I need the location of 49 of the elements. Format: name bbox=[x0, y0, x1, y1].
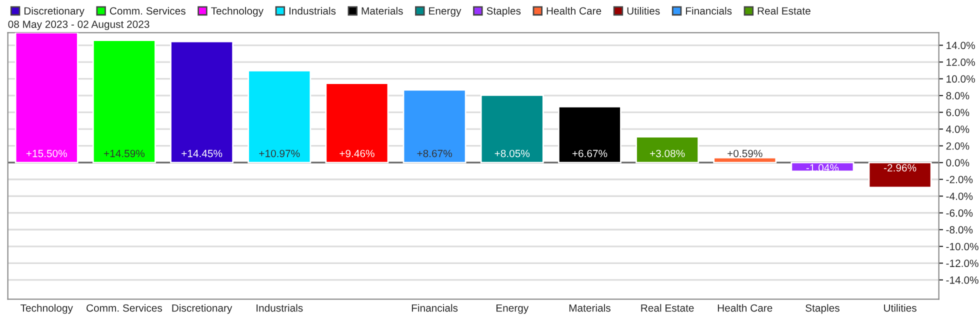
legend-label: Health Care bbox=[546, 6, 602, 15]
y-tick-label: 8.0% bbox=[946, 92, 970, 100]
x-tick-label: Discretionary bbox=[172, 304, 232, 314]
x-tick-label: Utilities bbox=[884, 304, 916, 312]
y-tick-label: 14.0% bbox=[946, 42, 975, 50]
legend-label: Industrials bbox=[289, 6, 336, 15]
chart-subtitle: 08 May 2023 - 02 August 2023 bbox=[8, 20, 150, 30]
y-tick-label: -2.0% bbox=[946, 176, 973, 184]
y-tick-label: 12.0% bbox=[946, 58, 975, 66]
data-label: +0.59% bbox=[728, 150, 762, 158]
x-tick-label: Energy bbox=[496, 304, 529, 314]
y-tick-label: -10.0% bbox=[946, 242, 978, 250]
data-label: +6.67% bbox=[572, 150, 608, 158]
data-label: +14.59% bbox=[104, 150, 145, 158]
data-label: +15.50% bbox=[26, 150, 67, 158]
x-tick-label: Industrials bbox=[256, 304, 303, 312]
legend-label: Discretionary bbox=[24, 6, 84, 17]
data-label: +8.05% bbox=[494, 150, 530, 158]
legend-label: Energy bbox=[429, 7, 462, 17]
y-tick-label: -8.0% bbox=[946, 226, 973, 234]
y-tick-label: -4.0% bbox=[946, 192, 973, 200]
x-tick-label: Staples bbox=[806, 304, 840, 314]
x-tick-label: Financials bbox=[412, 304, 458, 312]
data-label: +10.97% bbox=[259, 150, 300, 158]
data-label: +8.67% bbox=[417, 150, 452, 158]
y-tick-label: -12.0% bbox=[946, 260, 978, 268]
legend-label: Staples bbox=[486, 6, 521, 17]
y-tick-label: 6.0% bbox=[946, 108, 970, 116]
y-tick-label: 4.0% bbox=[946, 126, 970, 133]
x-tick-label: Materials bbox=[569, 304, 610, 312]
legend-label: Materials bbox=[362, 6, 403, 15]
legend-label: Comm. Services bbox=[110, 6, 186, 15]
legend-label: Real Estate bbox=[758, 6, 810, 15]
y-tick-label: -14.0% bbox=[946, 276, 978, 284]
x-tick-label: Technology bbox=[20, 304, 73, 314]
y-tick-label: 0.0% bbox=[946, 159, 970, 166]
data-label: +3.08% bbox=[650, 150, 685, 158]
data-label: +9.46% bbox=[340, 150, 374, 158]
legend-label: Technology bbox=[211, 6, 264, 17]
data-label: -2.96% bbox=[884, 164, 916, 172]
legend-label: Utilities bbox=[627, 6, 660, 15]
data-label: +14.45% bbox=[182, 150, 222, 158]
legend-label: Financials bbox=[686, 6, 732, 15]
y-tick-label: -6.0% bbox=[946, 209, 973, 217]
y-tick-label: 10.0% bbox=[946, 75, 975, 83]
x-tick-label: Comm. Services bbox=[86, 304, 162, 312]
x-tick-label: Real Estate bbox=[641, 304, 694, 312]
x-tick-label: Health Care bbox=[718, 304, 772, 312]
y-tick-label: 2.0% bbox=[946, 142, 970, 150]
